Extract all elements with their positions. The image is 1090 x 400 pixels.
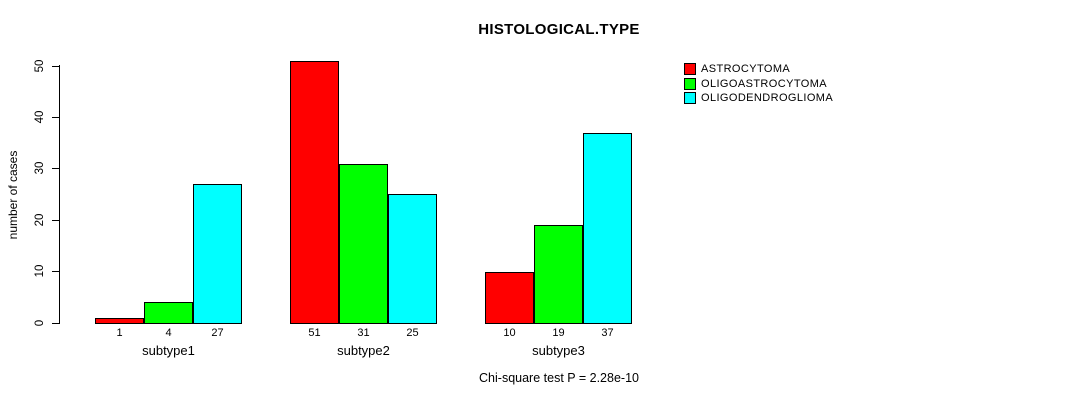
x-category-label-subtype2: subtype2 bbox=[337, 343, 390, 358]
y-axis-tick bbox=[52, 219, 59, 221]
y-axis-tick-label: 20 bbox=[34, 213, 46, 227]
bar-value-label: 37 bbox=[601, 327, 614, 339]
legend-item-astrocytoma: ASTROCYTOMA bbox=[684, 62, 833, 77]
y-axis-tick-label: 30 bbox=[34, 161, 46, 175]
bar-value-label: 10 bbox=[503, 327, 516, 339]
bar-subtype3-oligodendroglioma bbox=[583, 133, 632, 324]
bar-subtype2-astrocytoma bbox=[290, 61, 339, 324]
legend-item-label: ASTROCYTOMA bbox=[701, 63, 791, 76]
bar-subtype3-astrocytoma bbox=[485, 272, 534, 324]
y-axis-tick bbox=[52, 116, 59, 118]
chart-title: HISTOLOGICAL.TYPE bbox=[478, 21, 640, 38]
bar-value-label: 51 bbox=[308, 327, 321, 339]
legend-item-oligoastrocytoma: OLIGOASTROCYTOMA bbox=[684, 77, 833, 92]
y-axis-tick-label: 40 bbox=[34, 110, 46, 124]
bar-subtype3-oligoastrocytoma bbox=[534, 225, 583, 324]
legend-swatch-icon bbox=[684, 77, 696, 90]
legend-item-label: OLIGOASTROCYTOMA bbox=[701, 77, 827, 90]
x-category-label-subtype3: subtype3 bbox=[532, 343, 585, 358]
bar-value-label: 1 bbox=[116, 327, 123, 339]
bar-value-label: 31 bbox=[357, 327, 370, 339]
legend-swatch-icon bbox=[684, 92, 696, 105]
bar-value-label: 25 bbox=[406, 327, 419, 339]
bar-value-label: 27 bbox=[211, 327, 224, 339]
bar-subtype1-astrocytoma bbox=[95, 318, 144, 324]
bar-subtype2-oligodendroglioma bbox=[388, 194, 437, 324]
legend-item-oligodendroglioma: OLIGODENDROGLIOMA bbox=[684, 91, 833, 106]
bar-subtype2-oligoastrocytoma bbox=[339, 164, 388, 324]
y-axis-tick bbox=[52, 168, 59, 170]
bar-subtype1-oligoastrocytoma bbox=[144, 302, 193, 324]
legend-swatch-icon bbox=[684, 63, 696, 76]
x-category-label-subtype1: subtype1 bbox=[142, 343, 195, 358]
y-axis-tick bbox=[52, 65, 59, 67]
bar-value-label: 4 bbox=[165, 327, 172, 339]
y-axis-tick bbox=[52, 322, 59, 324]
bar-value-label: 19 bbox=[552, 327, 565, 339]
y-axis-tick bbox=[52, 271, 59, 273]
y-axis-line bbox=[59, 65, 60, 324]
legend: ASTROCYTOMA OLIGOASTROCYTOMA OLIGODENDROGL… bbox=[684, 62, 833, 106]
y-axis-tick-label: 50 bbox=[34, 59, 46, 72]
legend-item-label: OLIGODENDROGLIOMA bbox=[701, 92, 834, 105]
y-axis-tick-label: 10 bbox=[34, 264, 46, 278]
bar-subtype1-oligodendroglioma bbox=[193, 184, 242, 324]
y-axis-label: number of cases bbox=[6, 150, 20, 240]
chi-square-caption: Chi-square test P = 2.28e-10 bbox=[479, 371, 639, 385]
y-axis-tick-label: 0 bbox=[34, 319, 46, 326]
